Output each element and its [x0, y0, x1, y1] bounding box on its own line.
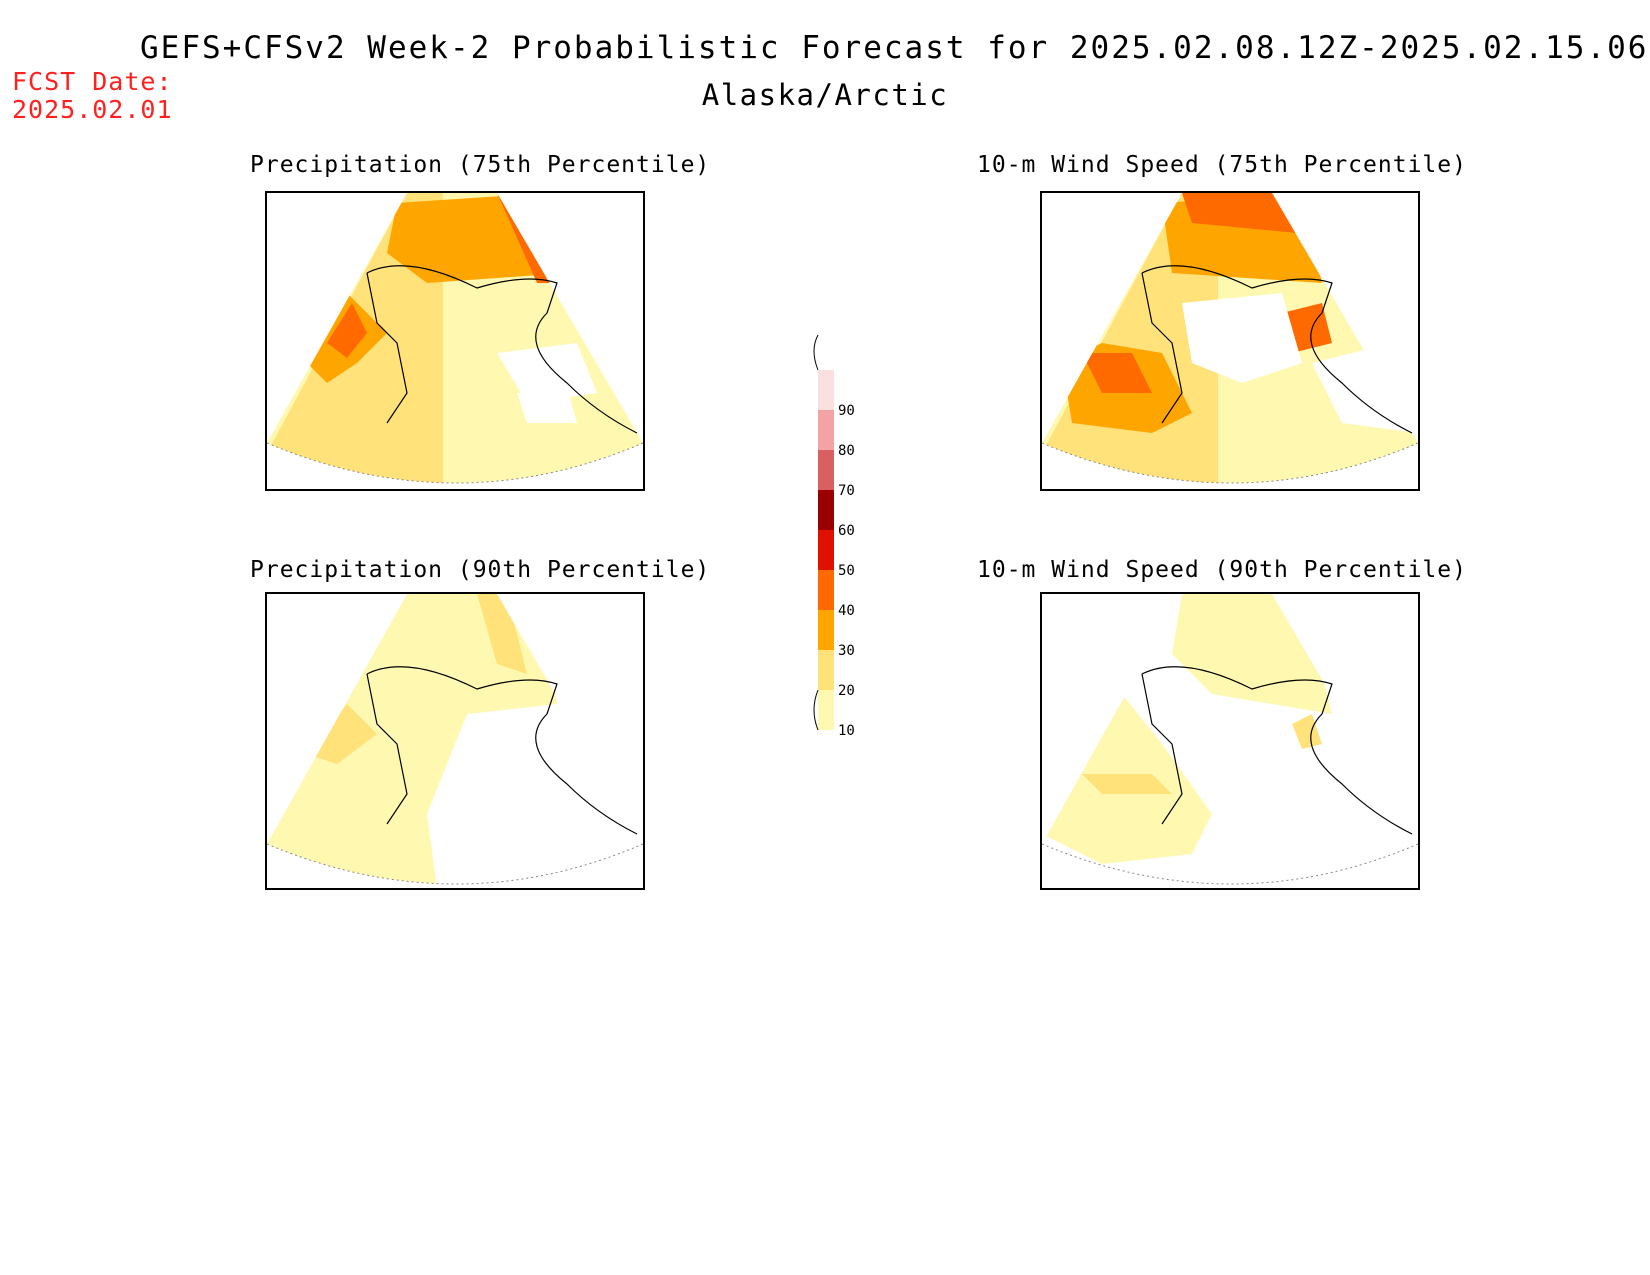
colorbar-swatch [818, 650, 834, 690]
map-wind-75 [1042, 193, 1418, 484]
map-panel-wind-90 [1040, 592, 1420, 890]
map-panel-precip-75 [265, 191, 645, 491]
map-panel-precip-90 [265, 592, 645, 890]
colorbar-swatch [818, 370, 834, 410]
region-label: Alaska/Arctic [701, 78, 949, 112]
colorbar-label: 30 [838, 643, 855, 659]
colorbar-swatch [818, 530, 834, 570]
figure-title: GEFS+CFSv2 Week-2 Probabilistic Forecast… [140, 30, 1650, 66]
colorbar-label: 90 [838, 403, 855, 419]
region-subtitle: Alaska/Arctic [0, 78, 1650, 112]
colorbar-swatch [818, 450, 834, 490]
colorbar: 10 20 30 40 50 60 70 80 90 [813, 334, 855, 739]
map-panel-wind-75 [1040, 191, 1420, 491]
panel-title-wind-75: 10-m Wind Speed (75th Percentile) [977, 152, 1467, 178]
colorbar-label: 10 [838, 723, 855, 739]
colorbar-swatch [818, 570, 834, 610]
colorbar-label: 50 [838, 563, 855, 579]
colorbar-label: 70 [838, 483, 855, 499]
map-precip-90 [267, 594, 643, 885]
panel-title-precip-90: Precipitation (90th Percentile) [250, 557, 711, 583]
colorbar-label: 40 [838, 603, 855, 619]
colorbar-label: 20 [838, 683, 855, 699]
panel-title-wind-90: 10-m Wind Speed (90th Percentile) [977, 557, 1467, 583]
colorbar-swatch [818, 610, 834, 650]
colorbar-swatch [818, 490, 834, 530]
forecast-date-block: FCST Date: 2025.02.01 [12, 68, 173, 124]
colorbar-swatch [818, 690, 834, 730]
forecast-date-value: 2025.02.01 [12, 95, 173, 124]
colorbar-swatch [818, 410, 834, 450]
colorbar-label: 60 [838, 523, 855, 539]
panel-title-precip-75: Precipitation (75th Percentile) [250, 152, 711, 178]
map-wind-90 [1042, 594, 1418, 885]
map-precip-75 [267, 193, 643, 484]
colorbar-label: 80 [838, 443, 855, 459]
forecast-date-label: FCST Date: [12, 67, 173, 96]
